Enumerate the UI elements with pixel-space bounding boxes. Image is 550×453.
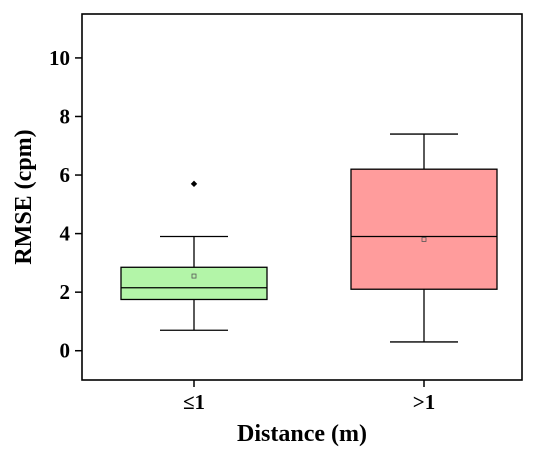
outlier-point <box>190 180 198 188</box>
box-group <box>120 180 268 331</box>
iqr-box <box>120 266 268 301</box>
x-axis: ≤1 >1 <box>183 380 435 414</box>
y-tick-label: 8 <box>60 104 71 128</box>
plot-frame <box>81 13 523 381</box>
x-tick-label: ≤1 <box>183 390 205 414</box>
y-tick-label: 6 <box>60 163 71 187</box>
boxes-layer <box>120 133 498 343</box>
y-axis: 0 2 4 6 8 10 <box>49 46 82 363</box>
y-tick-label: 10 <box>49 46 70 70</box>
mean-marker <box>191 273 197 279</box>
y-tick-label: 2 <box>60 280 71 304</box>
x-axis-title: Distance (m) <box>237 421 367 447</box>
box-group <box>350 133 498 343</box>
iqr-box <box>350 168 498 290</box>
mean-marker <box>421 237 427 242</box>
y-tick-label: 0 <box>60 339 71 363</box>
y-tick-label: 4 <box>60 222 71 246</box>
x-tick-label: >1 <box>413 390 435 414</box>
y-axis-title: RMSE (cpm) <box>11 129 37 264</box>
